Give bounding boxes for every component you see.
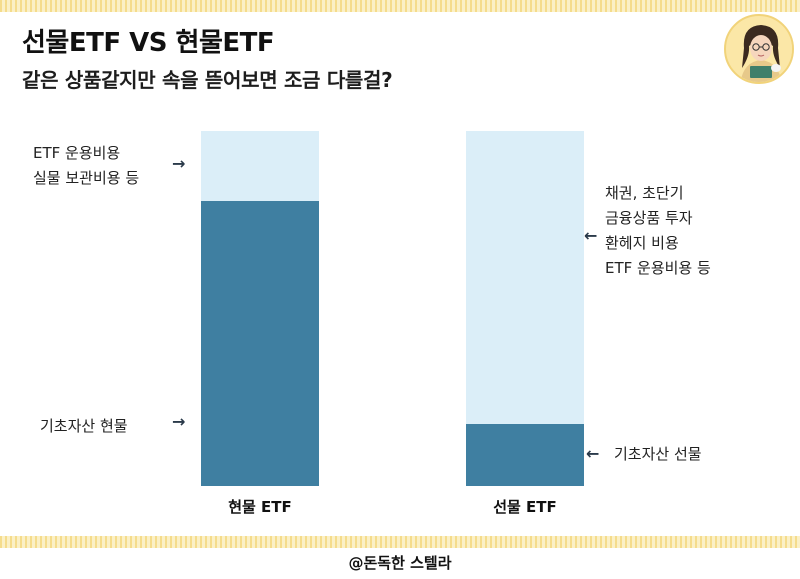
top-decorative-stripe — [0, 0, 800, 12]
avatar-illustration-icon — [728, 18, 792, 82]
spot-cost-segment — [201, 131, 319, 201]
left-arrow-icon: ← — [584, 226, 598, 245]
spot-etf-bar — [201, 131, 319, 486]
spot-etf-label: 현물 ETF — [228, 498, 292, 516]
futures-cost-note-line: 금융상품 투자 — [605, 209, 693, 227]
spot-cost-note: ETF 운용비용 실물 보관비용 등 — [33, 141, 139, 191]
spot-cost-note-line: ETF 운용비용 — [33, 144, 121, 162]
futures-cost-note: 채권, 초단기 금융상품 투자 환헤지 비용 ETF 운용비용 등 — [605, 181, 711, 281]
futures-cost-note-line: 채권, 초단기 — [605, 184, 684, 202]
author-credit: @돈독한 스텔라 — [348, 554, 452, 572]
spot-underlying-note: 기초자산 현물 — [40, 417, 128, 435]
futures-etf-label: 선물 ETF — [493, 498, 557, 516]
right-arrow-icon: → — [172, 154, 186, 173]
futures-etf-bar — [466, 131, 584, 486]
left-arrow-icon: ← — [586, 444, 600, 463]
spot-cost-note-line: 실물 보관비용 등 — [33, 169, 140, 187]
page-subtitle: 같은 상품같지만 속을 뜯어보면 조금 다를걸? — [22, 68, 393, 92]
futures-underlying-segment — [466, 424, 584, 486]
bottom-decorative-stripe — [0, 536, 800, 548]
page-title: 선물ETF VS 현물ETF — [22, 28, 275, 58]
futures-underlying-note: 기초자산 선물 — [614, 445, 702, 463]
futures-cost-note-line: 환헤지 비용 — [605, 234, 679, 252]
spot-underlying-segment — [201, 201, 319, 486]
author-avatar — [724, 14, 794, 84]
futures-cost-note-line: ETF 운용비용 등 — [605, 259, 711, 277]
futures-cost-segment — [466, 131, 584, 424]
right-arrow-icon: → — [172, 412, 186, 431]
